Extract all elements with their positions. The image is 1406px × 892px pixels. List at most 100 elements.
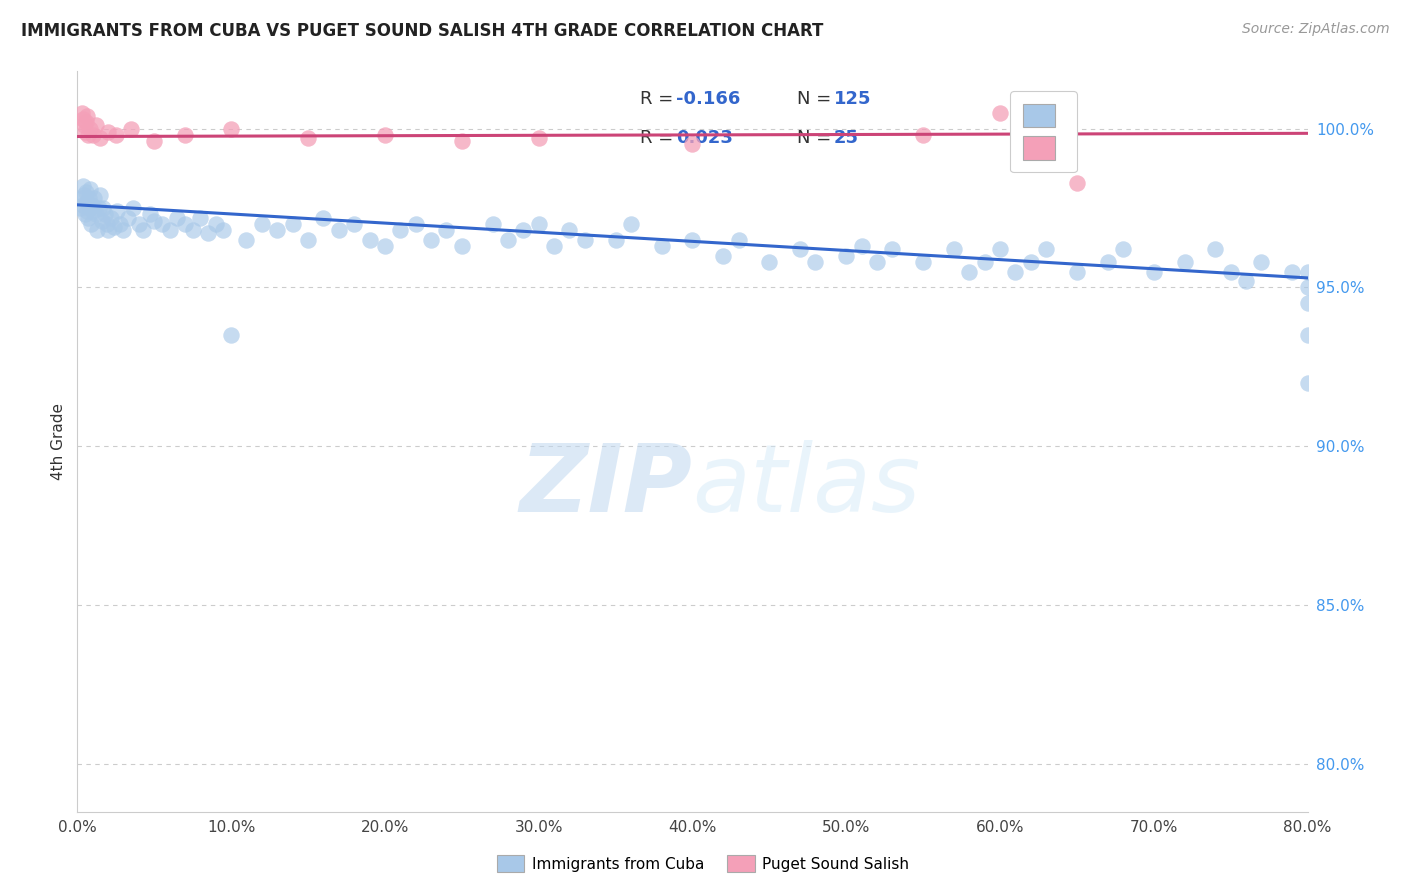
Point <box>957 264 980 278</box>
Point <box>942 242 965 256</box>
Point <box>1174 255 1197 269</box>
Point <box>835 249 858 263</box>
Point <box>69 201 91 215</box>
Point <box>543 239 565 253</box>
Point <box>112 223 135 237</box>
Point <box>79 121 101 136</box>
Text: N =: N = <box>797 129 837 147</box>
Point <box>1281 264 1303 278</box>
Point <box>1234 274 1257 288</box>
Point <box>988 242 1011 256</box>
Point <box>70 191 93 205</box>
Point <box>121 201 143 215</box>
Point <box>1066 176 1088 190</box>
Point <box>1296 328 1319 343</box>
Point <box>93 201 115 215</box>
Point <box>174 217 197 231</box>
Point <box>87 201 110 215</box>
Point <box>312 211 335 225</box>
Point <box>266 223 288 237</box>
Point <box>84 119 107 133</box>
Point <box>1112 242 1135 256</box>
Point <box>250 217 273 231</box>
Point <box>235 233 257 247</box>
Text: R =: R = <box>640 90 679 108</box>
Text: atlas: atlas <box>693 441 921 532</box>
Point <box>436 223 458 237</box>
Point <box>76 109 98 123</box>
Point <box>527 131 550 145</box>
Point <box>882 242 904 256</box>
Text: 25: 25 <box>834 129 859 147</box>
Point <box>143 134 166 148</box>
Point <box>711 249 734 263</box>
Point <box>204 217 226 231</box>
Point <box>420 233 443 247</box>
Point <box>73 125 96 139</box>
Point <box>866 255 889 269</box>
Legend: , : , <box>1011 92 1077 172</box>
Point <box>1035 242 1057 256</box>
Point <box>83 191 105 205</box>
Point <box>1296 376 1319 390</box>
Text: Source: ZipAtlas.com: Source: ZipAtlas.com <box>1241 22 1389 37</box>
Point <box>219 328 242 343</box>
Point <box>73 119 96 133</box>
Point <box>450 134 472 148</box>
Point <box>682 137 704 152</box>
Point <box>117 211 139 225</box>
Point <box>174 128 197 142</box>
Point <box>912 255 935 269</box>
Point <box>89 131 111 145</box>
Point <box>79 201 101 215</box>
Point <box>651 239 673 253</box>
Point <box>527 217 550 231</box>
Point <box>166 211 188 225</box>
Point <box>77 191 100 205</box>
Text: N =: N = <box>797 90 837 108</box>
Text: 0.023: 0.023 <box>676 129 734 147</box>
Point <box>80 217 103 231</box>
Point <box>297 131 319 145</box>
Point <box>1296 280 1319 294</box>
Point <box>851 239 873 253</box>
Point <box>1066 264 1088 278</box>
Point <box>1004 264 1026 278</box>
Point <box>159 223 181 237</box>
Point <box>96 217 118 231</box>
Point <box>973 255 995 269</box>
Point <box>79 182 101 196</box>
Point <box>143 213 166 227</box>
Point <box>1250 255 1272 269</box>
Point <box>1204 242 1226 256</box>
Text: R =: R = <box>640 129 679 147</box>
Point <box>105 204 128 219</box>
Point <box>374 239 396 253</box>
Text: ZIP: ZIP <box>520 440 693 532</box>
Point <box>804 255 827 269</box>
Point <box>343 217 366 231</box>
Point <box>1296 264 1319 278</box>
Point <box>297 233 319 247</box>
Point <box>72 198 94 212</box>
Point <box>1143 264 1166 278</box>
Point <box>1296 296 1319 310</box>
Point <box>132 223 155 237</box>
Point <box>188 211 212 225</box>
Point <box>219 121 242 136</box>
Point <box>76 194 98 209</box>
Point <box>558 223 581 237</box>
Point <box>75 185 97 199</box>
Point <box>912 128 935 142</box>
Point <box>328 223 350 237</box>
Point <box>73 188 96 202</box>
Point <box>988 105 1011 120</box>
Point <box>405 217 427 231</box>
Point <box>72 112 94 126</box>
Point <box>481 217 503 231</box>
Point <box>70 105 93 120</box>
Point <box>103 220 125 235</box>
Point <box>212 223 235 237</box>
Point <box>150 217 173 231</box>
Point <box>94 207 117 221</box>
